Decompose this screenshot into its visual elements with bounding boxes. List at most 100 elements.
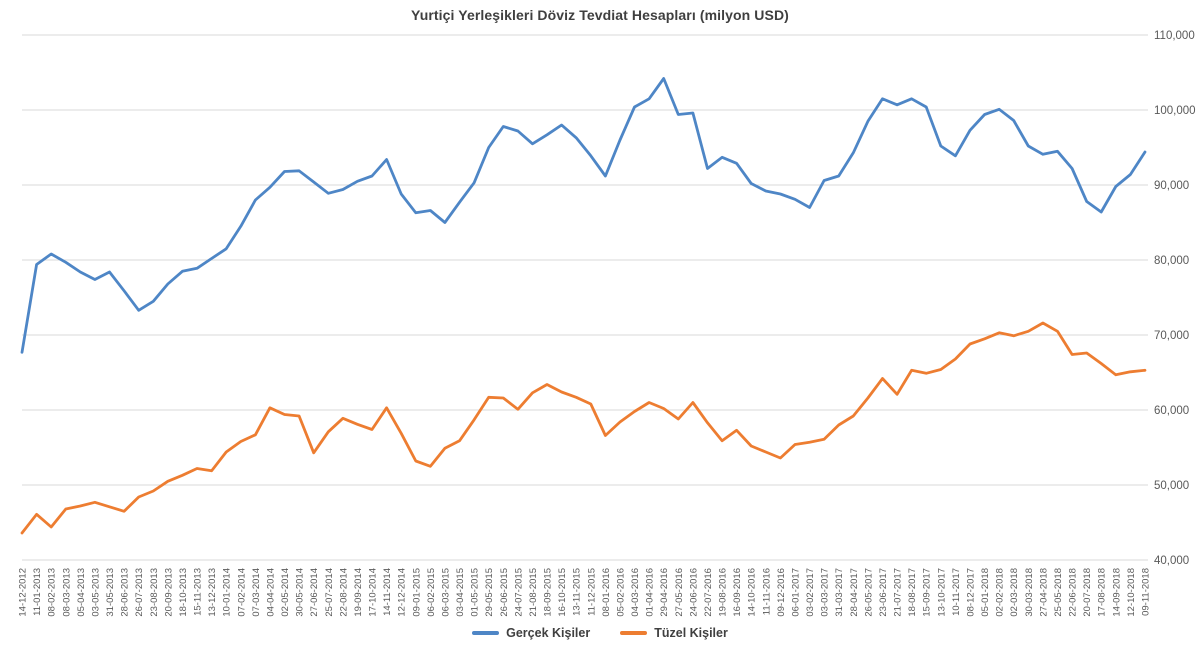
svg-text:26-07-2013: 26-07-2013 [134,568,145,617]
svg-text:22-06-2018: 22-06-2018 [1068,568,1079,617]
svg-text:03-03-2017: 03-03-2017 [820,568,831,617]
series-line-gercek-kisiler [20,77,1147,354]
svg-text:13-12-2013: 13-12-2013 [207,568,218,617]
svg-text:13-10-2017: 13-10-2017 [936,568,947,617]
svg-text:11-01-2013: 11-01-2013 [32,568,43,616]
svg-text:21-07-2017: 21-07-2017 [893,568,904,617]
svg-text:15-09-2017: 15-09-2017 [922,568,933,617]
svg-text:11-12-2015: 11-12-2015 [586,568,597,616]
svg-text:17-08-2018: 17-08-2018 [1097,568,1108,617]
svg-text:02-03-2018: 02-03-2018 [1009,568,1020,617]
svg-text:27-06-2014: 27-06-2014 [309,568,320,617]
svg-text:09-12-2016: 09-12-2016 [776,568,787,617]
svg-text:31-03-2017: 31-03-2017 [834,568,845,617]
svg-text:06-02-2015: 06-02-2015 [426,568,437,617]
series-line-tuzel-kisiler [20,321,1147,535]
gridlines [22,34,1148,561]
svg-text:02-05-2014: 02-05-2014 [280,568,291,617]
line-swatch-icon [472,631,500,635]
svg-text:14-10-2016: 14-10-2016 [747,568,758,617]
svg-text:80,000: 80,000 [1154,255,1189,267]
svg-text:14-12-2012: 14-12-2012 [18,568,29,617]
svg-text:06-01-2017: 06-01-2017 [790,568,801,617]
svg-text:90,000: 90,000 [1154,180,1189,192]
svg-text:27-04-2018: 27-04-2018 [1038,568,1049,617]
svg-text:18-09-2015: 18-09-2015 [543,568,554,617]
line-swatch-icon [620,631,648,635]
svg-text:10-11-2017: 10-11-2017 [951,568,962,616]
svg-text:18-08-2017: 18-08-2017 [907,568,918,617]
svg-text:100,000: 100,000 [1154,105,1196,117]
svg-text:16-09-2016: 16-09-2016 [732,568,743,617]
svg-text:09-01-2015: 09-01-2015 [411,568,422,617]
svg-text:13-11-2015: 13-11-2015 [572,568,583,616]
svg-text:21-08-2015: 21-08-2015 [528,568,539,617]
svg-text:12-10-2018: 12-10-2018 [1126,568,1137,617]
svg-text:20-09-2013: 20-09-2013 [163,568,174,617]
svg-text:18-10-2013: 18-10-2013 [178,568,189,617]
svg-text:23-06-2017: 23-06-2017 [878,568,889,617]
svg-text:24-06-2016: 24-06-2016 [688,568,699,617]
svg-text:70,000: 70,000 [1154,330,1189,342]
legend: Gerçek Kişiler Tüzel Kişiler [0,626,1200,640]
svg-text:22-07-2016: 22-07-2016 [703,568,714,617]
svg-text:22-08-2014: 22-08-2014 [338,568,349,617]
svg-text:19-08-2016: 19-08-2016 [718,568,729,617]
svg-text:05-01-2018: 05-01-2018 [980,568,991,617]
svg-text:31-05-2013: 31-05-2013 [105,568,116,617]
svg-text:01-05-2015: 01-05-2015 [470,568,481,617]
svg-text:40,000: 40,000 [1154,555,1189,567]
svg-text:19-09-2014: 19-09-2014 [353,568,364,617]
svg-text:26-05-2017: 26-05-2017 [863,568,874,617]
svg-text:28-06-2013: 28-06-2013 [120,568,131,617]
legend-item-gercek-kisiler: Gerçek Kişiler [472,626,590,640]
svg-text:08-01-2016: 08-01-2016 [601,568,612,617]
svg-text:01-04-2016: 01-04-2016 [645,568,656,617]
svg-text:28-04-2017: 28-04-2017 [849,568,860,617]
svg-text:27-05-2016: 27-05-2016 [674,568,685,617]
svg-text:03-05-2013: 03-05-2013 [90,568,101,617]
svg-text:07-03-2014: 07-03-2014 [251,568,262,617]
svg-text:26-06-2015: 26-06-2015 [499,568,510,617]
svg-text:07-02-2014: 07-02-2014 [236,568,247,617]
legend-label: Tüzel Kişiler [654,626,728,640]
x-axis-labels: 14-12-2012 11-01-2013 08-02-2013 08-03-2013… [18,568,1152,617]
svg-text:25-05-2018: 25-05-2018 [1053,568,1064,617]
svg-text:10-01-2014: 10-01-2014 [222,568,233,617]
svg-text:03-02-2017: 03-02-2017 [805,568,816,617]
svg-text:29-04-2016: 29-04-2016 [659,568,670,617]
svg-text:04-04-2014: 04-04-2014 [265,568,276,617]
svg-text:05-04-2013: 05-04-2013 [76,568,87,617]
legend-label: Gerçek Kişiler [506,626,591,640]
svg-text:03-04-2015: 03-04-2015 [455,568,466,617]
svg-text:110,000: 110,000 [1154,30,1195,42]
svg-text:09-11-2018: 09-11-2018 [1141,568,1152,616]
svg-text:30-03-2018: 30-03-2018 [1024,568,1035,617]
svg-text:08-12-2017: 08-12-2017 [965,568,976,617]
svg-text:30-05-2014: 30-05-2014 [295,568,306,617]
svg-text:14-09-2018: 14-09-2018 [1111,568,1122,617]
svg-text:20-07-2018: 20-07-2018 [1082,568,1093,617]
svg-text:05-02-2016: 05-02-2016 [615,568,626,617]
svg-text:08-02-2013: 08-02-2013 [47,568,58,617]
svg-text:50,000: 50,000 [1154,480,1189,492]
legend-item-tuzel-kisiler: Tüzel Kişiler [620,626,728,640]
svg-text:06-03-2015: 06-03-2015 [440,568,451,617]
svg-text:16-10-2015: 16-10-2015 [557,568,568,617]
svg-text:15-11-2013: 15-11-2013 [193,568,204,616]
svg-text:24-07-2015: 24-07-2015 [513,568,524,617]
y-axis-labels: 40,000 50,000 60,000 70,000 80,000 90,000 100,… [1154,30,1196,567]
svg-text:14-11-2014: 14-11-2014 [382,568,393,616]
svg-text:04-03-2016: 04-03-2016 [630,568,641,617]
svg-text:11-11-2016: 11-11-2016 [761,568,772,615]
svg-text:29-05-2015: 29-05-2015 [484,568,495,617]
svg-text:23-08-2013: 23-08-2013 [149,568,160,617]
svg-text:60,000: 60,000 [1154,405,1189,417]
svg-text:17-10-2014: 17-10-2014 [368,568,379,617]
svg-text:08-03-2013: 08-03-2013 [61,568,72,617]
chart-title: Yurtiçi Yerleşikleri Döviz Tevdiat Hesap… [411,7,789,23]
svg-text:12-12-2014: 12-12-2014 [397,568,408,617]
svg-text:02-02-2018: 02-02-2018 [995,568,1006,617]
